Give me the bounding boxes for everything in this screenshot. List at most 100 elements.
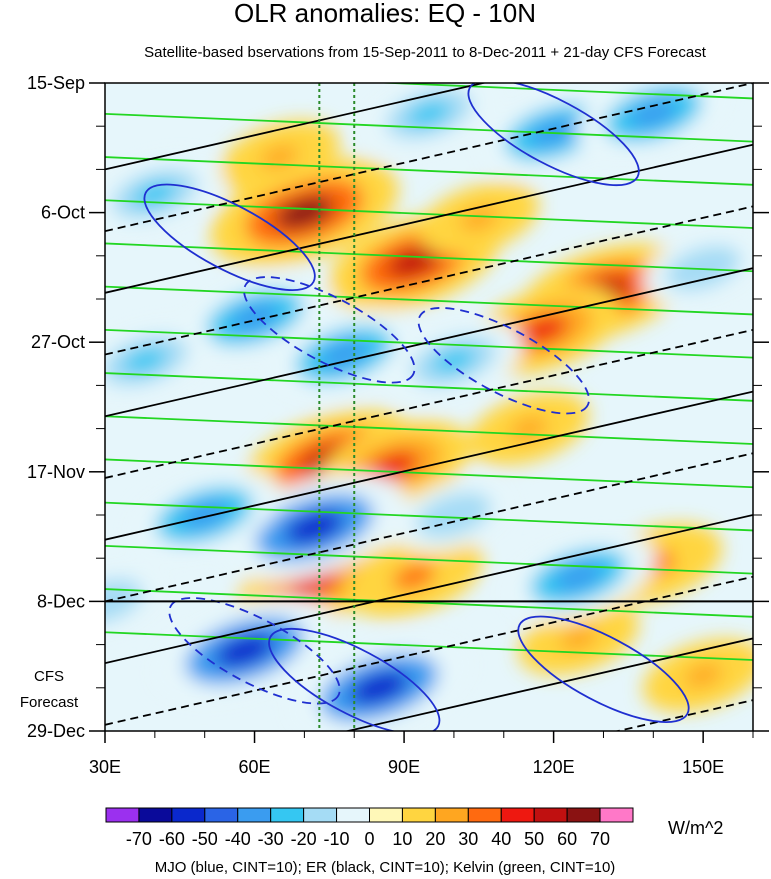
colorbar-swatch [369, 807, 403, 823]
mjo-contour [417, 307, 590, 415]
mjo-contour [168, 597, 341, 705]
kelvin-contour [105, 372, 753, 402]
colorbar-label: 10 [392, 829, 412, 849]
colorbar-swatch [599, 807, 634, 823]
kelvin-contour [105, 156, 753, 186]
anomaly-core [684, 256, 722, 280]
colorbar-swatch [336, 807, 370, 823]
er-contour [105, 452, 753, 603]
kelvin-contour [105, 501, 753, 532]
colorbar-label: -70 [126, 829, 152, 849]
forecast-label-line2: Forecast [20, 694, 79, 711]
anomaly-core [519, 315, 568, 344]
colorbar-swatch [401, 807, 436, 823]
mjo-contour [517, 615, 690, 723]
colorbar-swatch [500, 807, 535, 823]
y-tick-label: 17-Nov [27, 462, 85, 482]
y-tick-label: 29-Dec [27, 721, 85, 741]
x-tick-label: 60E [239, 757, 271, 777]
y-tick-label: 8-Dec [37, 591, 85, 611]
colorbar-label: -40 [225, 829, 251, 849]
x-tick-label: 150E [682, 757, 724, 777]
colorbar-label: 50 [524, 829, 544, 849]
anomaly-core [284, 510, 344, 545]
anomaly-core [684, 664, 722, 687]
colorbar-label: 70 [590, 829, 610, 849]
colorbar-label: -20 [291, 829, 317, 849]
er-contour [105, 267, 753, 418]
colorbar-label: 20 [425, 829, 445, 849]
colorbar-label: -10 [324, 829, 350, 849]
mjo-contour [268, 627, 441, 731]
footer-legend: MJO (blue, CINT=10); ER (black, CINT=10)… [155, 859, 616, 876]
er-contour [105, 83, 753, 232]
anomaly-core [215, 633, 274, 668]
anomaly-core [260, 145, 299, 169]
kelvin-contour [105, 112, 753, 143]
er-contour [343, 637, 753, 731]
colorbar-swatch [533, 807, 568, 823]
kelvin-contour [105, 631, 753, 661]
anomaly-core [629, 99, 678, 128]
kelvin-contour [105, 588, 753, 618]
plot-area [105, 83, 753, 731]
kelvin-contour [105, 199, 753, 229]
anomaly-core [105, 589, 124, 613]
colorbar-label: 40 [491, 829, 511, 849]
anomaly-core [435, 503, 473, 527]
y-axis: 15-Sep 6-Oct 27-Oct 17-Nov 8-Dec 29-Dec [27, 73, 769, 741]
anomaly-core [349, 671, 409, 705]
chart-subtitle: Satellite-based bservations from 15-Sep-… [144, 44, 707, 61]
colorbar-swatch [171, 807, 206, 823]
colorbar-label: -30 [258, 829, 284, 849]
y-tick-label: 27-Oct [31, 332, 85, 352]
er-contour [105, 83, 488, 171]
x-tick-label: 120E [533, 757, 575, 777]
mjo-contour [243, 276, 416, 384]
anomaly-core [432, 347, 476, 374]
er-contour [105, 514, 753, 664]
mjo-contour [467, 83, 640, 187]
mjo-contour [143, 183, 316, 291]
colorbar-swatch [204, 807, 239, 823]
colorbar-swatch [105, 807, 140, 823]
colorbar-label: -50 [192, 829, 218, 849]
anomaly-core [123, 347, 167, 374]
kelvin-contour [105, 285, 753, 316]
anomaly-core [230, 303, 279, 332]
forecast-label-line1: CFS [34, 668, 64, 685]
colorbar-swatch [270, 807, 305, 823]
colorbar-swatch [138, 807, 173, 823]
anomaly-core [392, 563, 436, 590]
kelvin-contour [105, 242, 753, 273]
colorbar-swatch [566, 807, 601, 823]
colorbar: -70 -60 -50 -40 -30 -20 -10 0 10 20 30 40 50 60 70 [105, 807, 634, 849]
x-tick-label: 30E [89, 757, 121, 777]
kelvin-contour [105, 544, 753, 575]
y-tick-label: 15-Sep [27, 73, 85, 93]
plot-frame [104, 82, 754, 732]
chart-title: OLR anomalies: EQ - 10N [234, 0, 536, 28]
anomaly-core [554, 562, 603, 591]
er-contour [105, 390, 753, 541]
colorbar-label: 30 [458, 829, 478, 849]
er-contour [613, 699, 753, 731]
kelvin-contour [105, 415, 753, 445]
colorbar-swatch [303, 807, 338, 823]
wave-contours [105, 83, 753, 731]
kelvin-contour [105, 458, 753, 489]
reference-lines [318, 83, 356, 731]
anomaly-core [387, 246, 441, 278]
colorbar-swatch [237, 807, 272, 823]
colorbar-label: -60 [159, 829, 185, 849]
er-contour [105, 328, 753, 479]
anomaly-core [320, 340, 369, 369]
anomaly-core [559, 627, 598, 650]
y-tick-label: 6-Oct [41, 203, 85, 223]
colorbar-label: 0 [364, 829, 374, 849]
anomaly-core [407, 101, 451, 127]
kelvin-contour [371, 83, 753, 100]
x-axis: 30E 60E 90E 120E 150E [89, 731, 754, 777]
colorbar-swatch [467, 807, 502, 823]
